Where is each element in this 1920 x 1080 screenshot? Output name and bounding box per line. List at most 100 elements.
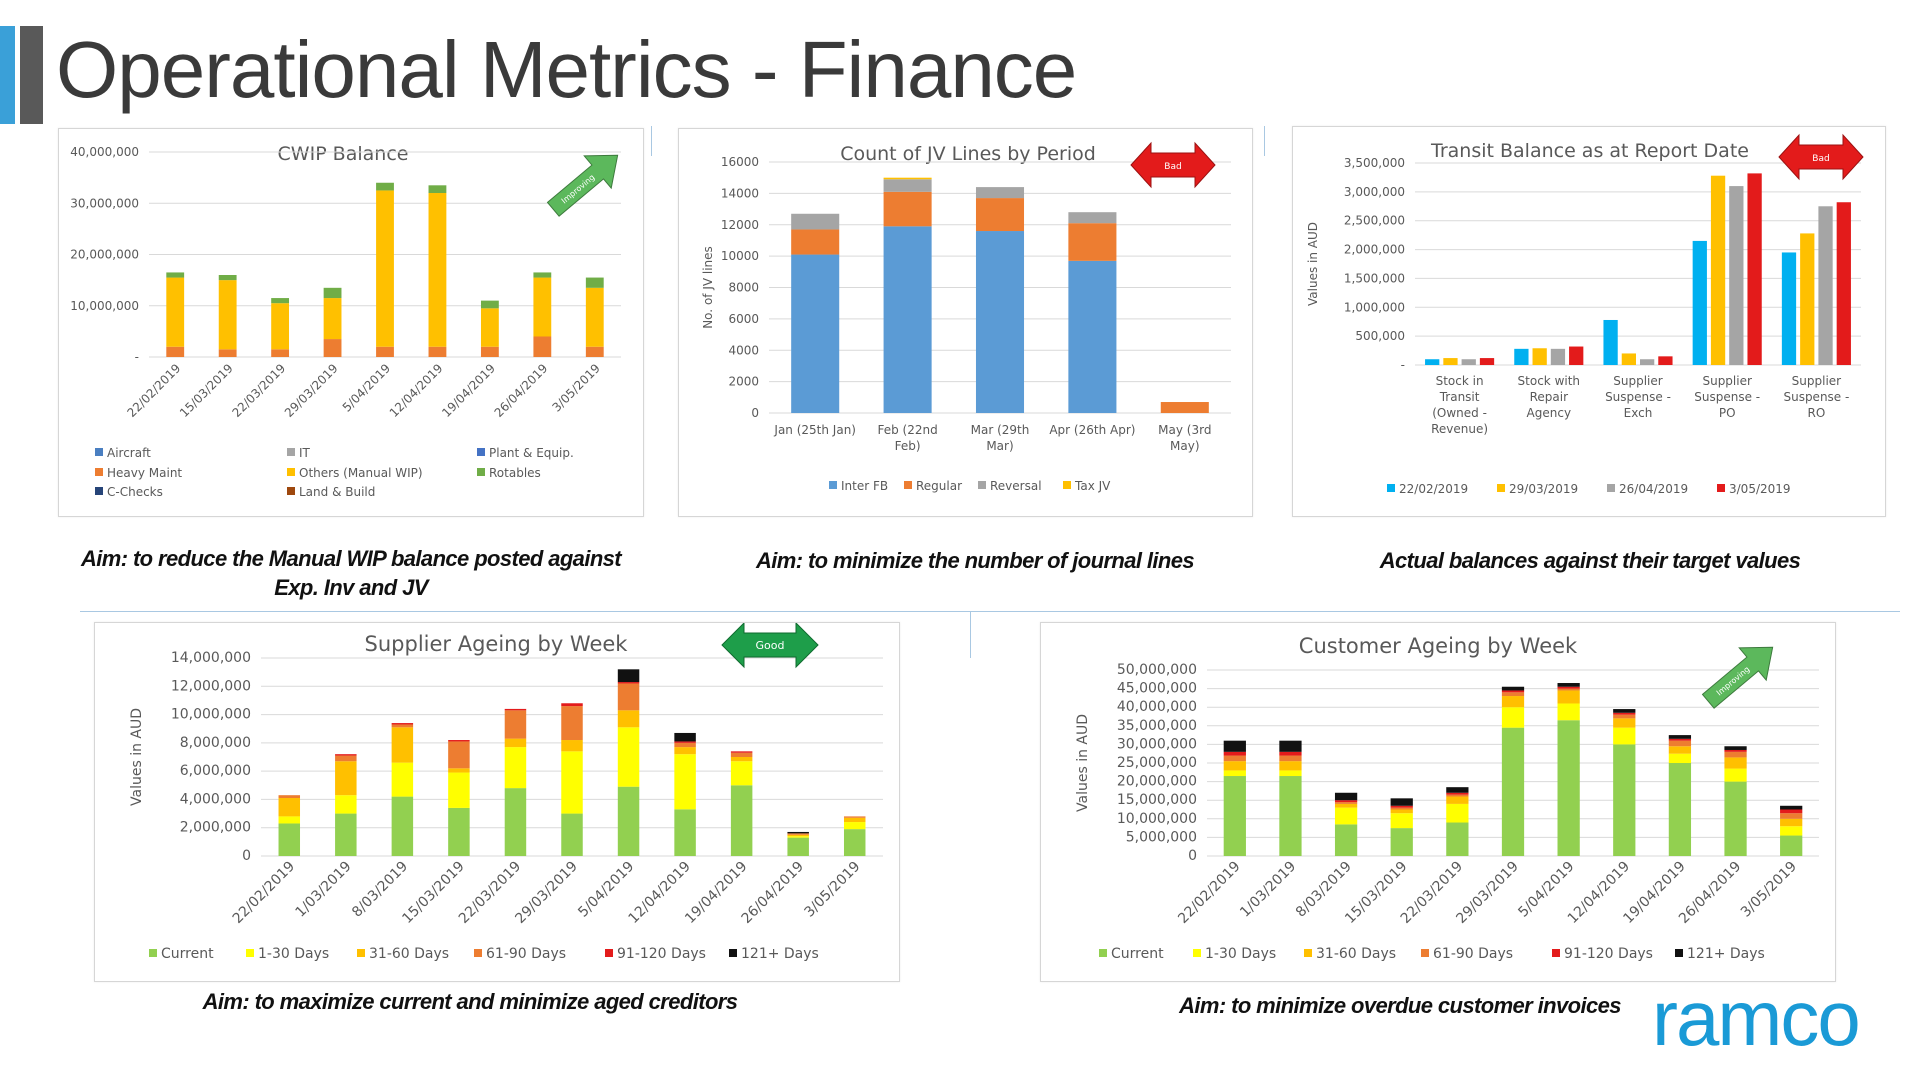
x-tick-label: Stock with	[1518, 374, 1580, 388]
bar-segment	[504, 788, 527, 856]
bar-segment	[1390, 828, 1413, 856]
x-tick-label: Suspense -	[1783, 390, 1849, 404]
bad-badge-label: Bad	[1812, 154, 1829, 164]
bar-segment	[391, 796, 414, 856]
y-tick-label: 1,500,000	[1344, 271, 1405, 285]
bar-segment	[1557, 683, 1580, 687]
bar-segment	[1780, 813, 1803, 819]
bar-segment	[1780, 818, 1803, 827]
legend-swatch	[1717, 484, 1725, 492]
legend-label: 31-60 Days	[1316, 946, 1396, 962]
bar-segment	[1780, 805, 1803, 810]
bar-segment	[1390, 798, 1413, 806]
title-accent-blue	[0, 26, 15, 124]
transit-balance-chart: Transit Balance as at Report Date - 500,00…	[1292, 126, 1886, 517]
bar	[1550, 348, 1566, 365]
bar-segment	[218, 275, 237, 281]
legend-swatch	[1607, 484, 1615, 492]
y-axis-label: Values in AUD	[1075, 714, 1091, 812]
y-tick-label: 2000	[728, 375, 759, 389]
y-tick-label: 3,500,000	[1344, 156, 1405, 170]
bar-segment	[428, 193, 447, 347]
y-tick-label: 12000	[721, 218, 759, 232]
legend-swatch	[978, 481, 986, 489]
bar-segment	[1223, 776, 1246, 856]
bar-segment	[448, 768, 470, 773]
legend-label: Regular	[916, 479, 962, 493]
bar-segment	[1557, 686, 1580, 689]
x-tick-label: PO	[1719, 406, 1736, 420]
bar-segment	[1279, 770, 1302, 777]
bar-segment	[1613, 718, 1636, 728]
legend-swatch	[1675, 949, 1683, 957]
bar-segment	[480, 346, 499, 357]
bar-segment	[1501, 707, 1525, 728]
bar-segment	[1279, 761, 1302, 771]
bar-segment	[883, 226, 932, 413]
bad-badge-shape	[1778, 133, 1864, 181]
legend-swatch	[1552, 949, 1560, 957]
bar-segment	[335, 795, 357, 814]
x-tick-label: Supplier	[1613, 374, 1663, 388]
cwip-svg: CWIP Balance - 10,000,000 20,000,000 30,000,…	[70, 143, 621, 499]
ramco-logo: ramco	[1652, 974, 1861, 1062]
x-tick-label: Stock in	[1436, 374, 1484, 388]
bar-segment	[504, 747, 527, 789]
legend-label: Land & Build	[299, 485, 375, 499]
bar-segment	[376, 190, 394, 347]
bar-segment	[1068, 260, 1117, 413]
bar	[1800, 233, 1815, 365]
bar-segment	[1557, 688, 1580, 691]
y-tick-label: 15,000,000	[1117, 792, 1197, 808]
bar-segment	[1279, 740, 1302, 752]
legend-label: 61-90 Days	[486, 946, 566, 962]
bar	[1514, 348, 1529, 365]
bar-segment	[376, 346, 394, 357]
customer-svg: Customer Ageing by Week 0 5,000,000 10,000,…	[1075, 634, 1819, 962]
bar-segment	[335, 755, 357, 762]
bar-segment	[1446, 794, 1469, 797]
divider-horizontal	[80, 611, 1900, 612]
y-tick-label: 20,000,000	[70, 248, 139, 262]
x-tick-label: Mar (29th	[971, 423, 1030, 437]
y-tick-label: 2,000,000	[1344, 243, 1405, 257]
bar-segment	[1668, 763, 1692, 856]
bar	[1461, 359, 1476, 365]
x-tick-label: 8/03/2019	[349, 859, 411, 921]
legend-label: Tax JV	[1074, 479, 1111, 493]
chart-title: Supplier Ageing by Week	[365, 632, 629, 656]
legend-label: IT	[299, 446, 311, 460]
bar-segment	[585, 277, 604, 288]
bar-segment	[791, 213, 840, 230]
x-tick-label: Transit	[1439, 390, 1480, 404]
bar-segment	[1668, 740, 1692, 747]
bar-segment	[585, 346, 604, 357]
legend-swatch	[1063, 481, 1071, 489]
bar-segment	[533, 336, 552, 357]
bar-segment	[1446, 787, 1469, 793]
y-tick-label: 4,000,000	[180, 791, 251, 807]
bar	[1836, 202, 1851, 365]
bar-segment	[504, 738, 527, 748]
bar-segment	[730, 751, 753, 753]
x-tick-label: 26/04/2019	[492, 361, 551, 420]
x-tick-label: Supplier	[1792, 374, 1842, 388]
bar-segment	[883, 177, 932, 180]
y-tick-label: 50,000,000	[1117, 662, 1197, 678]
bar-segment	[391, 723, 414, 725]
bar-segment	[323, 339, 342, 357]
bar-segment	[1613, 744, 1636, 856]
legend-label: 31-60 Days	[369, 946, 449, 962]
bar-segment	[585, 287, 604, 347]
bar-segment	[278, 795, 301, 799]
bar-segment	[1613, 714, 1636, 719]
bar-segment	[730, 761, 753, 786]
bar-segment	[218, 280, 237, 350]
bar-segment	[335, 813, 357, 856]
bar-segment	[674, 742, 696, 748]
y-tick-label: 35,000,000	[1117, 718, 1197, 734]
bar-segment	[787, 833, 809, 835]
y-tick-label: 4000	[728, 343, 759, 357]
x-tick-label: 1/03/2019	[1237, 859, 1299, 921]
bar-segment	[1390, 813, 1413, 829]
